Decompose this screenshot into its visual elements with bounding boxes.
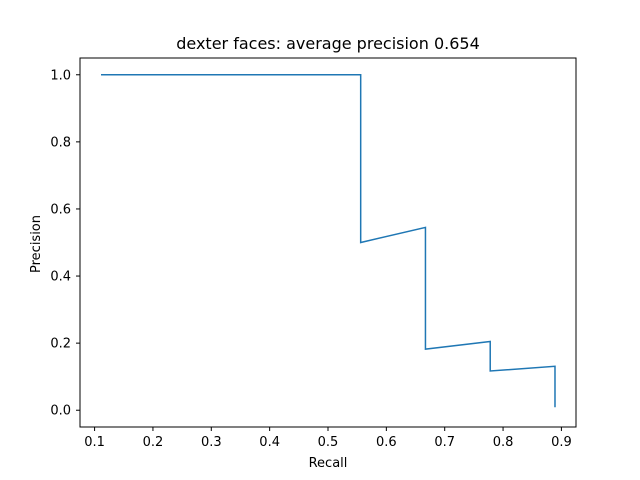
x-tick-label: 0.2 — [143, 435, 164, 450]
x-tick-label: 0.8 — [493, 435, 514, 450]
x-tick-label: 0.9 — [551, 435, 572, 450]
chart-title: dexter faces: average precision 0.654 — [176, 34, 480, 53]
precision-recall-line — [101, 74, 556, 408]
x-tick-label: 0.7 — [434, 435, 455, 450]
x-tick-label: 0.5 — [318, 435, 339, 450]
y-tick-label: 0.6 — [50, 202, 71, 217]
x-tick-label: 0.4 — [259, 435, 280, 450]
x-tick-label: 0.6 — [376, 435, 397, 450]
y-tick-label: 0.0 — [50, 404, 71, 419]
x-axis-label: Recall — [309, 456, 348, 471]
x-axis-ticks: 0.1 0.2 0.3 0.4 0.5 0.6 0.7 0.8 0.9 — [84, 427, 572, 450]
x-tick-label: 0.1 — [84, 435, 105, 450]
y-tick-label: 0.4 — [50, 270, 71, 285]
y-axis-label: Precision — [29, 215, 44, 273]
x-tick-label: 0.3 — [201, 435, 222, 450]
y-tick-label: 0.8 — [50, 135, 71, 150]
y-tick-label: 1.0 — [50, 68, 71, 83]
y-tick-label: 0.2 — [50, 337, 71, 352]
plot-area — [101, 74, 556, 408]
y-axis-ticks: 0.0 0.2 0.4 0.6 0.8 1.0 — [50, 68, 80, 419]
plot-frame — [79, 57, 577, 428]
